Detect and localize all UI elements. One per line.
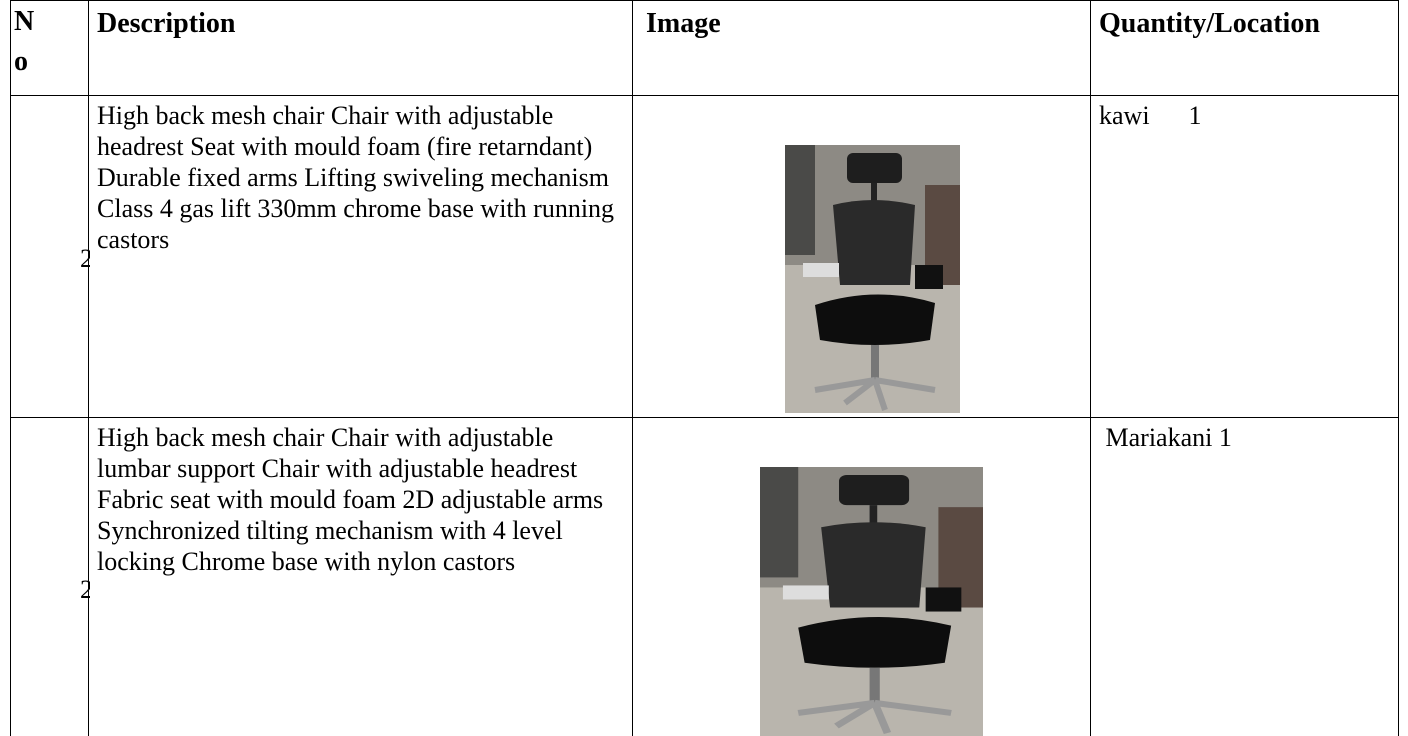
header-cell: Quantity/Location — [1099, 8, 1320, 39]
quantity: Mariakani 1 — [1099, 423, 1232, 452]
border — [632, 0, 633, 736]
description: High back mesh chair Chair with adjustab… — [97, 101, 615, 254]
quantity: kawi 1 — [1099, 101, 1202, 130]
description: High back mesh chair Chair with adjustab… — [97, 423, 604, 576]
chair-image — [785, 145, 960, 413]
header-cell: Description — [97, 8, 236, 39]
border — [10, 0, 11, 736]
border — [10, 0, 1399, 1]
chair-image — [760, 467, 983, 736]
border — [1090, 0, 1091, 736]
border — [10, 417, 1399, 418]
border — [1398, 0, 1399, 736]
border — [88, 0, 89, 736]
row-number: 2 — [80, 575, 90, 604]
row-number: 2 — [80, 244, 90, 273]
border — [10, 95, 1399, 96]
header-cell: No — [14, 6, 35, 77]
header-cell: Image — [646, 8, 721, 39]
